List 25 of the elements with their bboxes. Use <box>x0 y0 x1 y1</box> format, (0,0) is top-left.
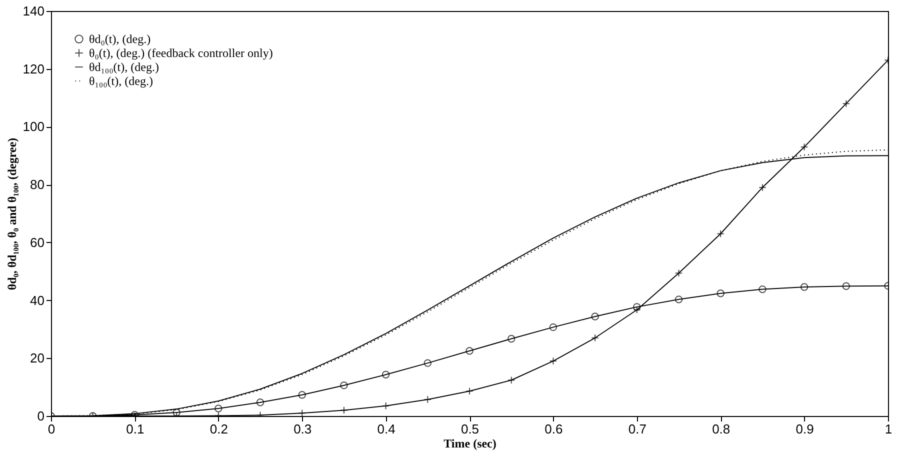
y-tick-label: 20 <box>30 350 44 366</box>
legend-label: θd₀(t), (deg.) <box>89 32 151 46</box>
y-axis-title: θd₀, θd₁₀₀, θ₀ and θ₁₀₀, (degree) <box>4 138 19 290</box>
x-tick-label: 0 <box>48 422 56 436</box>
y-tick-label: 60 <box>30 234 44 250</box>
x-tick-label: 0.1 <box>126 422 144 436</box>
x-tick-label: 0.7 <box>628 422 646 436</box>
y-tick-label: 0 <box>37 408 44 424</box>
y-tick-label: 40 <box>30 292 44 308</box>
y-tick-label: 80 <box>30 177 44 192</box>
legend-label: θd₁₀₀(t), (deg.) <box>89 60 159 74</box>
y-tick-label: 100 <box>22 119 44 134</box>
x-tick-label: 0.5 <box>460 422 480 436</box>
legend-label: θ₁₀₀(t), (deg.) <box>89 74 153 88</box>
y-tick-label: 120 <box>22 61 44 76</box>
x-tick-label: 0.6 <box>544 422 563 436</box>
x-tick-label: 0.3 <box>294 422 312 436</box>
x-tick-label: 0.8 <box>712 422 730 436</box>
legend-label: θ₀(t), (deg.) (feedback controller only) <box>89 46 273 60</box>
x-tick-label: 1 <box>884 422 892 436</box>
y-tick-label: 140 <box>22 4 44 18</box>
x-tick-label: 0.2 <box>210 422 228 436</box>
x-tick-label: 0.4 <box>377 422 396 436</box>
x-axis-title: Time (sec) <box>444 436 496 450</box>
x-tick-label: 0.9 <box>796 422 814 436</box>
